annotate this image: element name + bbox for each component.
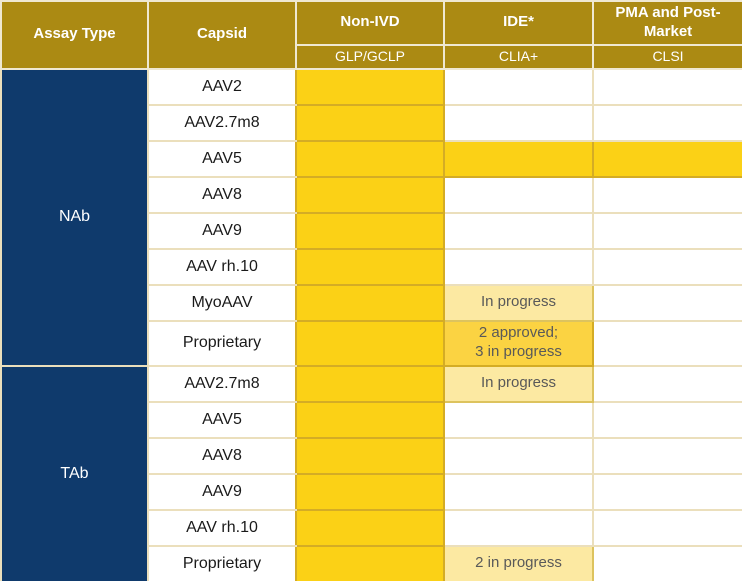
- capsid-cell: MyoAAV: [147, 283, 296, 322]
- assay-type-cell-nab: NAb: [0, 67, 148, 367]
- assay-type-cell-tab: TAb: [0, 364, 148, 581]
- subheader-clia: CLIA+: [443, 44, 594, 70]
- status-cell-ide: [443, 472, 594, 511]
- table-row: AAV8: [1, 175, 742, 214]
- status-cell-ide: [443, 508, 594, 547]
- capsid-cell: AAV rh.10: [147, 508, 296, 547]
- status-cell-ide: [443, 436, 594, 475]
- status-cell-pma: [592, 319, 742, 367]
- status-cell-non-ivd: [295, 103, 445, 142]
- column-header-assay-type: Assay Type: [0, 0, 149, 70]
- table-row: AAV9: [1, 472, 742, 511]
- status-cell-non-ivd: [295, 319, 445, 367]
- table-row: AAV5: [1, 400, 742, 439]
- status-cell-non-ivd: [295, 175, 445, 214]
- subheader-clsi: CLSI: [592, 44, 742, 70]
- status-cell-non-ivd: [295, 283, 445, 322]
- status-cell-ide: [443, 67, 594, 106]
- status-cell-ide: [443, 211, 594, 250]
- subheader-glp-gclp: GLP/GCLP: [295, 44, 445, 70]
- status-cell-non-ivd: [295, 544, 445, 581]
- capsid-cell: Proprietary: [147, 319, 296, 367]
- status-cell-pma: [592, 283, 742, 322]
- status-cell-ide: In progress: [443, 283, 594, 322]
- status-cell-non-ivd: [295, 508, 445, 547]
- capsid-cell: AAV9: [147, 211, 296, 250]
- status-cell-non-ivd: [295, 211, 445, 250]
- status-cell-pma: [592, 508, 742, 547]
- status-cell-pma: [592, 211, 742, 250]
- column-header-non-ivd: Non-IVD: [295, 0, 445, 46]
- status-cell-non-ivd: [295, 472, 445, 511]
- capsid-cell: AAV rh.10: [147, 247, 296, 286]
- status-cell-ide: [443, 400, 594, 439]
- table-row: Proprietary 2 in progress: [1, 544, 742, 581]
- status-cell-non-ivd: [295, 247, 445, 286]
- column-header-ide: IDE*: [443, 0, 594, 46]
- status-cell-ide: In progress: [443, 364, 594, 403]
- status-cell-ide: [443, 247, 594, 286]
- capsid-cell: Proprietary: [147, 544, 296, 581]
- status-cell-pma: [592, 472, 742, 511]
- table-row: AAV9: [1, 211, 742, 250]
- header-row: Assay Type Capsid Non-IVD IDE* PMA and P…: [0, 0, 742, 70]
- status-cell-pma: [592, 364, 742, 403]
- status-cell-pma: [592, 103, 742, 142]
- table-row: AAV5: [1, 139, 742, 178]
- column-header-capsid: Capsid: [147, 0, 297, 70]
- status-cell-non-ivd: [295, 139, 445, 178]
- column-header-pma: PMA and Post-Market: [592, 0, 742, 46]
- capsid-cell: AAV2: [147, 67, 296, 106]
- table-row: AAV rh.10: [1, 247, 742, 286]
- capsid-cell: AAV8: [147, 436, 296, 475]
- status-cell-pma: [592, 67, 742, 106]
- table-row: Proprietary 2 approved; 3 in progress: [1, 319, 742, 367]
- status-cell-non-ivd: [295, 436, 445, 475]
- status-cell-ide: 2 approved; 3 in progress: [443, 319, 594, 367]
- capsid-cell: AAV2.7m8: [147, 103, 296, 142]
- table-row: AAV8: [1, 436, 742, 475]
- status-cell-ide: [443, 103, 594, 142]
- status-cell-non-ivd: [295, 67, 445, 106]
- status-cell-pma: [592, 436, 742, 475]
- status-cell-ide: [443, 139, 594, 178]
- status-cell-non-ivd: [295, 364, 445, 403]
- status-cell-pma: [592, 139, 742, 178]
- status-cell-ide: 2 in progress: [443, 544, 594, 581]
- status-cell-pma: [592, 247, 742, 286]
- status-cell-pma: [592, 400, 742, 439]
- capsid-cell: AAV9: [147, 472, 296, 511]
- table-row: AAV2.7m8: [1, 103, 742, 142]
- capsid-cell: AAV5: [147, 400, 296, 439]
- status-cell-ide: [443, 175, 594, 214]
- status-cell-pma: [592, 544, 742, 581]
- status-cell-non-ivd: [295, 400, 445, 439]
- table-row: TAb AAV2.7m8 In progress: [0, 364, 742, 581]
- table-row: NAb AAV2: [0, 67, 742, 367]
- subheader-row: GLP/GCLP CLIA+ CLSI: [1, 44, 742, 70]
- capsid-cell: AAV2.7m8: [147, 364, 296, 403]
- table-row: AAV rh.10: [1, 508, 742, 547]
- capsid-cell: AAV5: [147, 139, 296, 178]
- status-cell-pma: [592, 175, 742, 214]
- table-row: MyoAAV In progress: [1, 283, 742, 322]
- capsid-cell: AAV8: [147, 175, 296, 214]
